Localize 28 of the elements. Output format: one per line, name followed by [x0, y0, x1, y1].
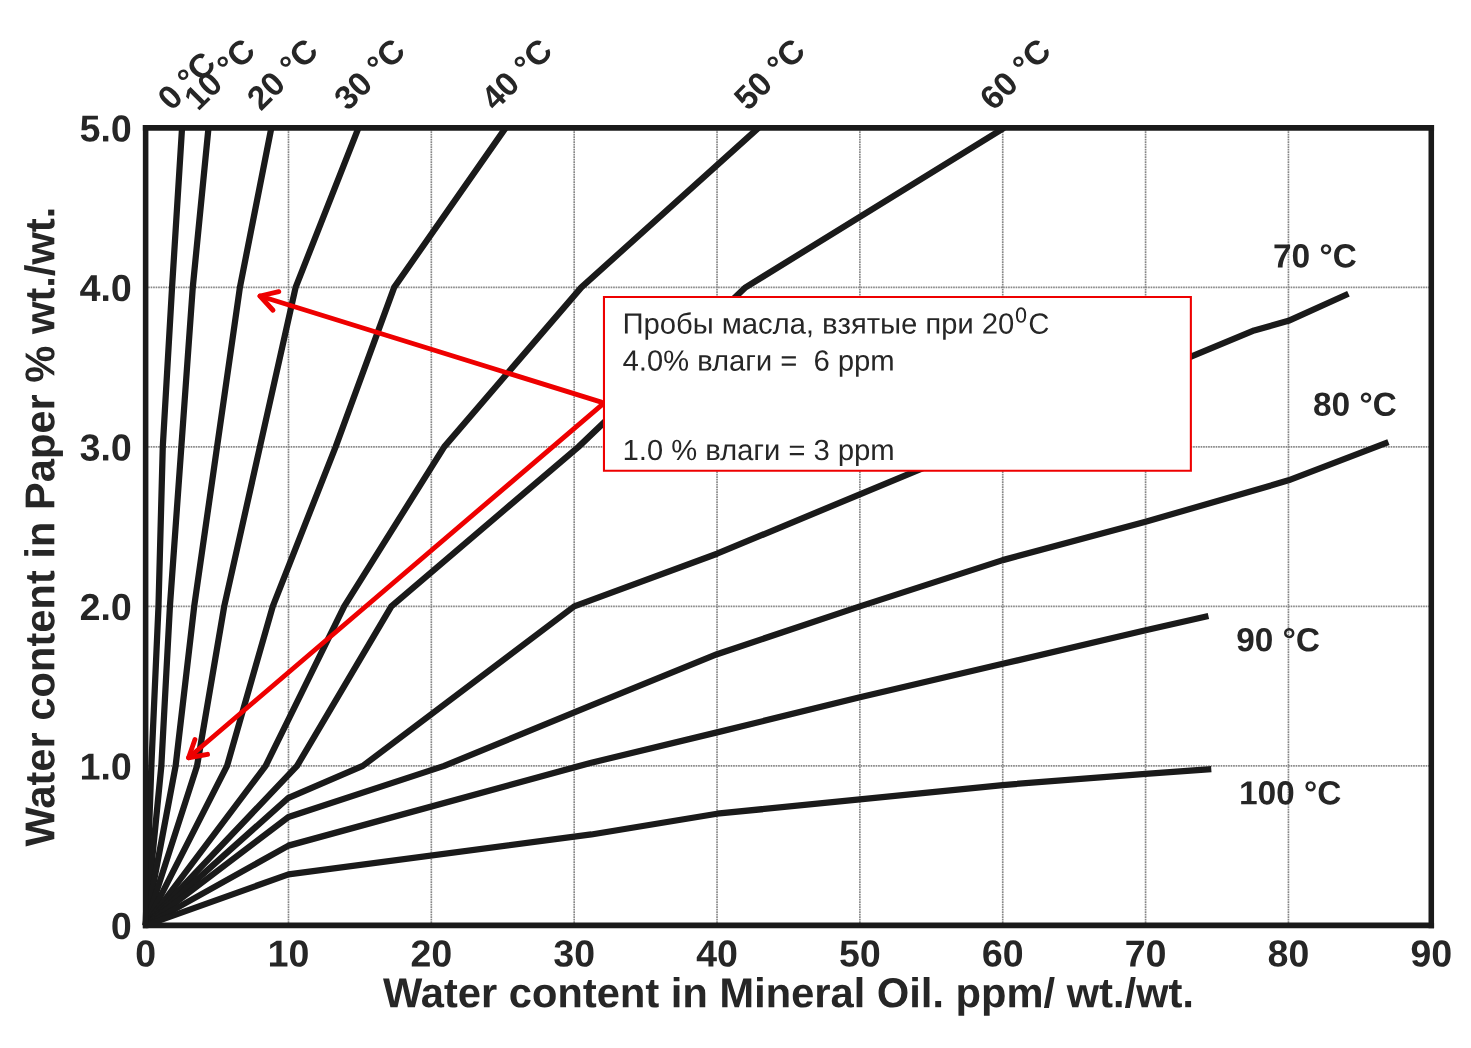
y-tick-label: 3.0 — [80, 434, 131, 461]
y-tick-label: 1.0 — [81, 753, 131, 780]
text: 40 °C — [479, 36, 554, 112]
x-tick-label: 80 — [1268, 940, 1308, 967]
text: 60 °C — [978, 36, 1053, 112]
x-tick-label: 40 — [696, 940, 737, 967]
series-label: 80 °C — [1314, 392, 1396, 417]
series-label: 70 °C — [1274, 244, 1356, 268]
x-tick-label: 0 — [136, 940, 155, 967]
text: Пробы масла, взятые при 20$^{0}$C 4.0% влаги = 6 ppm — [623, 307, 1049, 377]
x-tick-label: 30 — [554, 940, 594, 967]
x-axis-title: Water content in Mineral Oil. ppm/ wt./wt. — [383, 977, 1192, 1016]
series-label: 100 °C — [1241, 781, 1341, 805]
x-tick-label: 20 — [411, 940, 451, 967]
x-tick-label: 60 — [983, 940, 1023, 967]
x-tick-label: 50 — [840, 940, 880, 967]
y-tick-label: 5.0 — [80, 115, 131, 142]
y-tick-label: 4.0 — [80, 274, 131, 302]
y-axis-title: Water content in Paper % wt./wt. — [24, 209, 63, 847]
annotation: 1.0 % влаги = 3 ppm — [624, 439, 893, 467]
x-tick-label: 70 — [1126, 940, 1165, 967]
y-tick-label: 0 — [112, 912, 131, 940]
text: 50 °C — [732, 36, 807, 112]
x-tick-label: 10 — [269, 940, 308, 967]
text: 30 °C — [332, 36, 407, 112]
series-label: 90 °C — [1237, 627, 1320, 652]
x-tick-label: 90 — [1411, 940, 1451, 967]
y-tick-label: 2.0 — [80, 593, 131, 621]
